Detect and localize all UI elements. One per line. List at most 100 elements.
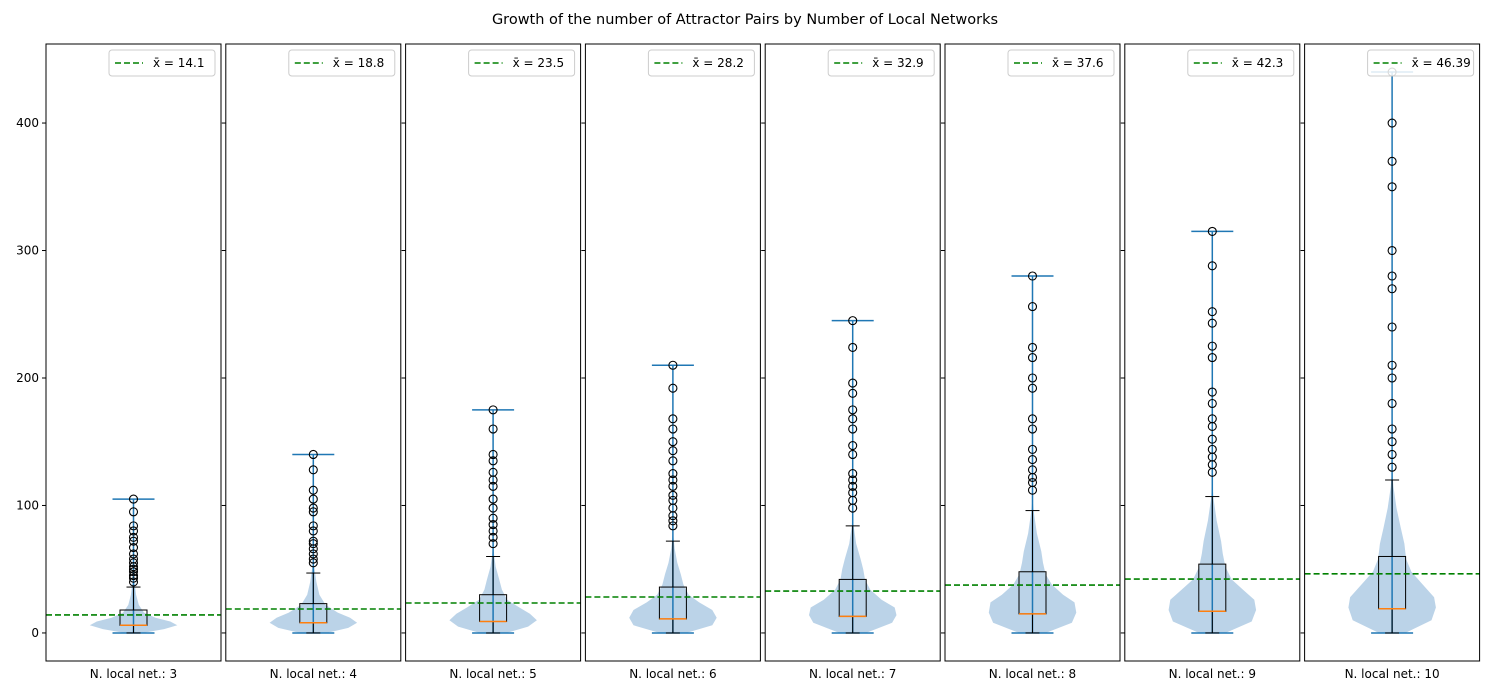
outlier-point [1027, 342, 1038, 352]
outlier-point [1387, 284, 1397, 294]
panel-xlabel: N. local net.: 8 [989, 667, 1076, 681]
outlier-point [488, 456, 498, 466]
outlier-point [1387, 118, 1397, 128]
outlier-point [308, 526, 318, 536]
outlier-point [128, 573, 139, 583]
y-tick-label: 400 [16, 116, 39, 130]
outlier-point [128, 564, 139, 574]
outlier-point [1387, 360, 1397, 370]
outlier-point [668, 383, 678, 393]
outlier-point [488, 526, 498, 536]
outlier-point [1207, 444, 1217, 454]
panel-plot-area [1304, 67, 1480, 634]
outlier-point [848, 316, 858, 326]
outlier-point [1387, 156, 1397, 166]
outlier-point [1027, 271, 1038, 281]
panel-8: N. local net.: 10 x̄ = 46.39 [1300, 43, 1481, 681]
outlier-point [128, 507, 139, 517]
panel-plot-area [1124, 226, 1300, 634]
legend-label: x̄ = 42.3 [1232, 56, 1284, 70]
outlier-point [308, 549, 318, 559]
panel-3: N. local net.: 5 x̄ = 23.5 [401, 43, 582, 681]
outlier-point [668, 481, 678, 491]
legend-label: x̄ = 23.5 [513, 56, 565, 70]
outlier-point [128, 494, 139, 504]
outlier-point [128, 577, 139, 587]
outlier-point [308, 449, 318, 460]
legend-box [468, 49, 576, 77]
legend: x̄ = 32.9 [827, 49, 935, 77]
legend-box [288, 49, 396, 77]
y-tick-label: 200 [16, 371, 39, 385]
panel-xlabel: N. local net.: 4 [270, 667, 357, 681]
legend: x̄ = 28.2 [647, 49, 755, 77]
outlier-point [1207, 387, 1217, 397]
outlier-point [1207, 318, 1217, 328]
outlier-point [1027, 373, 1038, 383]
panel-frame [944, 43, 1121, 662]
panels-layer: 0 100 200 300 400 N. local net.: 3 x̄ = 14.1 N.… [16, 43, 1481, 681]
outlier-point [668, 446, 678, 456]
outlier-point [668, 475, 678, 485]
panel-plot-area [585, 360, 761, 634]
outlier-point [488, 520, 498, 530]
outlier-point [128, 526, 139, 536]
panel-7: N. local net.: 9 x̄ = 42.3 [1120, 43, 1301, 681]
panel-frame [1124, 43, 1301, 662]
outlier-point [1387, 437, 1397, 447]
outlier-point [308, 485, 318, 495]
outlier-point [1027, 414, 1038, 424]
outlier-point [488, 467, 498, 477]
outlier-point [1387, 373, 1397, 383]
outlier-point [1387, 245, 1397, 256]
y-tick-label: 0 [31, 626, 39, 640]
outlier-point [308, 465, 318, 475]
legend-label: x̄ = 46.39 [1412, 56, 1471, 70]
legend-label: x̄ = 37.6 [1052, 56, 1104, 70]
outlier-point [128, 549, 139, 559]
outlier-point [1027, 424, 1038, 434]
y-tick-label: 300 [16, 244, 39, 258]
legend-box [827, 49, 935, 77]
panel-frame [584, 43, 761, 662]
outlier-point [488, 449, 498, 460]
outlier-point [308, 521, 318, 531]
outlier-point [308, 539, 318, 549]
outlier-point [668, 521, 678, 531]
chart-title: Growth of the number of Attractor Pairs … [492, 12, 998, 28]
outlier-point [1207, 226, 1217, 236]
outlier-point [668, 424, 678, 434]
legend-label: x̄ = 14.1 [153, 56, 205, 70]
panel-xlabel: N. local net.: 3 [90, 667, 177, 681]
panel-1: 0 100 200 300 400 N. local net.: 3 x̄ = 14.1 [16, 43, 222, 681]
legend-box [1187, 49, 1295, 77]
legend: x̄ = 14.1 [108, 49, 216, 77]
outlier-point [848, 424, 858, 434]
outlier-point [488, 539, 498, 549]
outlier-point [668, 414, 678, 424]
outlier-point [848, 475, 858, 485]
outlier-point [1027, 455, 1038, 465]
outlier-point [128, 542, 139, 553]
outlier-point [848, 449, 858, 460]
outlier-point [488, 503, 498, 513]
outlier-point [308, 494, 318, 504]
outlier-point [1387, 398, 1397, 409]
outlier-point [1207, 341, 1217, 351]
outlier-point [1387, 182, 1397, 192]
outlier-point [308, 503, 318, 513]
outlier-point [128, 521, 139, 531]
outlier-point [128, 554, 139, 564]
legend-label: x̄ = 32.9 [872, 56, 924, 70]
panel-xlabel: N. local net.: 9 [1169, 667, 1256, 681]
outlier-point [668, 469, 678, 479]
panel-plot-area [765, 316, 941, 634]
outlier-point [1207, 261, 1217, 271]
outlier-point [1387, 271, 1397, 281]
outlier-point [668, 516, 678, 526]
legend-box [1367, 49, 1475, 77]
outlier-point [668, 360, 678, 370]
panel-plot-area [225, 449, 401, 634]
outlier-point [668, 490, 678, 500]
